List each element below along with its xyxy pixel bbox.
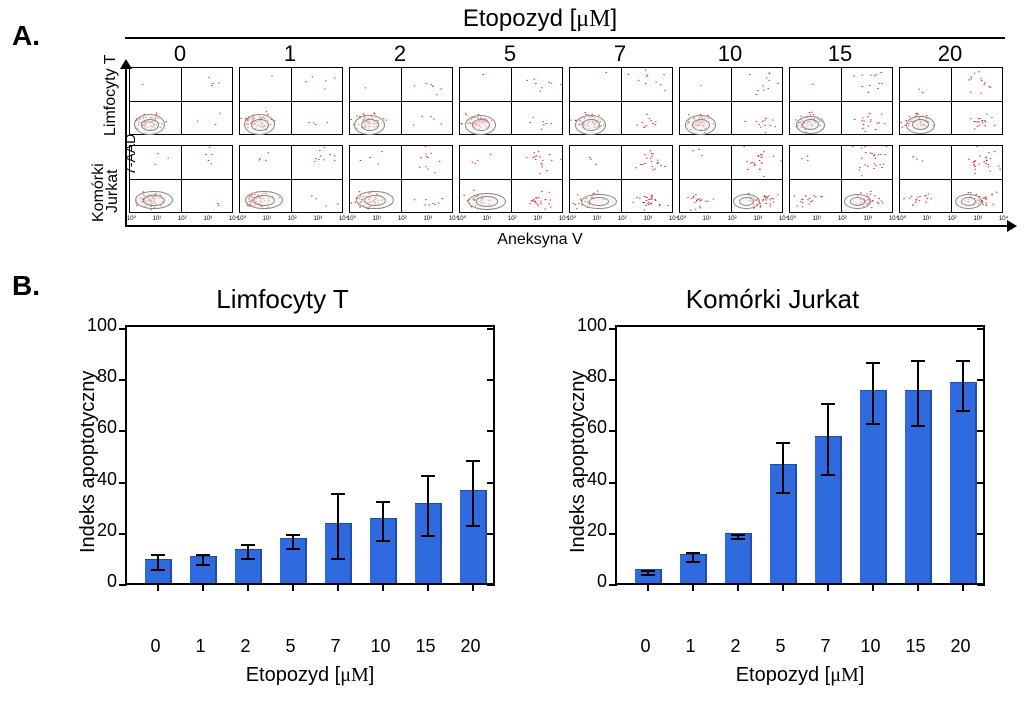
- panel-b: Limfocyty T Indeks apoptotyczny Etopozyd…: [55, 280, 1010, 710]
- y-tick-label: 80: [81, 366, 117, 387]
- y-tick-label: 80: [571, 366, 607, 387]
- x-axis-title-right: Etopozyd [μM]: [615, 664, 985, 687]
- row-label-jurkat: Jurkat: [104, 169, 122, 213]
- scatter-cell: 10⁰10¹10²10³10⁴: [239, 145, 343, 213]
- x-tick-label: 20: [946, 636, 976, 657]
- scatter-cell: [679, 67, 783, 135]
- x-tick-label: 5: [276, 636, 306, 657]
- x-tick-label: 0: [141, 636, 171, 657]
- x-tick-label: 20: [456, 636, 486, 657]
- y-tick-label: 20: [81, 520, 117, 541]
- x-tick-label: 1: [676, 636, 706, 657]
- chart-box-left: Indeks apoptotyczny Etopozyd [μM] 020406…: [125, 325, 495, 625]
- scatter-cell: 10⁰10¹10²10³10⁴: [349, 145, 453, 213]
- bar: [725, 533, 752, 583]
- col-header: 5: [455, 41, 565, 67]
- x-axis-suffix-left: ]: [369, 664, 375, 686]
- panel-a-xaxis-label: Aneksyna V: [70, 231, 1010, 249]
- x-tick-label: 2: [231, 636, 261, 657]
- panel-b-label: B.: [12, 270, 40, 302]
- plot-area-right: [615, 325, 985, 585]
- panel-a-title-prefix: Etopozyd [: [463, 5, 576, 32]
- chart-jurkat: Komórki Jurkat Indeks apoptotyczny Etopo…: [545, 280, 1000, 625]
- x-tick-label: 15: [901, 636, 931, 657]
- chart-box-right: Indeks apoptotyczny Etopozyd [μM] 020406…: [615, 325, 985, 625]
- x-axis-unit-right: μM: [830, 664, 859, 686]
- panel-a-title-unit: μM: [576, 6, 610, 32]
- scatter-cell: 10⁰10¹10²10³10⁴: [129, 145, 233, 213]
- y-tick-label: 0: [571, 571, 607, 592]
- x-tick-label: 5: [766, 636, 796, 657]
- panel-a-title-suffix: ]: [610, 5, 617, 32]
- scatter-cell: 10⁰10¹10²10³10⁴: [789, 145, 893, 213]
- y-tick-label: 20: [571, 520, 607, 541]
- scatter-cell: 10⁰10¹10²10³10⁴: [569, 145, 673, 213]
- y-tick-label: 60: [571, 417, 607, 438]
- x-axis-unit-left: μM: [340, 664, 369, 686]
- panel-a-label: A.: [12, 20, 40, 52]
- x-tick-label: 0: [631, 636, 661, 657]
- x-tick-label: 15: [411, 636, 441, 657]
- col-header: 0: [125, 41, 235, 67]
- chart-title-right: Komórki Jurkat: [545, 284, 1000, 315]
- row-label-limfocyty: Limfocyty T: [102, 55, 120, 137]
- figure-root: A. Etopozyd [μM] 01257101520 Limfocyty T…: [0, 0, 1024, 717]
- scatter-cell: [569, 67, 673, 135]
- scatter-cell: [239, 67, 343, 135]
- x-tick-label: 7: [811, 636, 841, 657]
- y-tick-label: 40: [81, 469, 117, 490]
- y-tick-label: 0: [81, 571, 117, 592]
- scatter-cell: 10⁰10¹10²10³10⁴: [679, 145, 783, 213]
- x-axis-title-left: Etopozyd [μM]: [125, 664, 495, 687]
- plot-area-left: [125, 325, 495, 585]
- x-axis-prefix-left: Etopozyd [: [246, 664, 341, 686]
- col-header: 20: [895, 41, 1005, 67]
- scatter-cell: 10⁰10¹10²10³10⁴: [459, 145, 563, 213]
- scatter-cell: [789, 67, 893, 135]
- x-axis-suffix-right: ]: [859, 664, 865, 686]
- scatter-cell: [459, 67, 563, 135]
- col-header: 7: [565, 41, 675, 67]
- col-header: 15: [785, 41, 895, 67]
- y-tick-label: 40: [571, 469, 607, 490]
- bar: [950, 382, 977, 583]
- scatter-grid: 10⁰10¹10²10³10⁴10⁰10¹10²10³10⁴10⁰10¹10²1…: [125, 67, 1005, 212]
- panel-a: Etopozyd [μM] 01257101520 Limfocyty T Ko…: [70, 5, 1010, 230]
- x-tick-label: 10: [856, 636, 886, 657]
- scatter-cell: 10⁰10¹10²10³10⁴: [899, 145, 1003, 213]
- chart-title-left: Limfocyty T: [55, 284, 510, 315]
- panel-a-axis-x: [125, 225, 1009, 227]
- y-tick-label: 100: [571, 315, 607, 336]
- x-tick-label: 7: [321, 636, 351, 657]
- scatter-cell: [129, 67, 233, 135]
- panel-a-title: Etopozyd [μM]: [70, 5, 1010, 33]
- col-header-rule: [125, 37, 1005, 39]
- col-headers: 01257101520: [125, 41, 1005, 65]
- x-tick-label: 2: [721, 636, 751, 657]
- x-tick-label: 1: [186, 636, 216, 657]
- scatter-cell: [899, 67, 1003, 135]
- col-header: 10: [675, 41, 785, 67]
- col-header: 2: [345, 41, 455, 67]
- x-tick-label: 10: [366, 636, 396, 657]
- col-header: 1: [235, 41, 345, 67]
- y-tick-label: 100: [81, 315, 117, 336]
- scatter-cell: [349, 67, 453, 135]
- chart-limfocyty: Limfocyty T Indeks apoptotyczny Etopozyd…: [55, 280, 510, 625]
- x-axis-prefix-right: Etopozyd [: [736, 664, 831, 686]
- y-tick-label: 60: [81, 417, 117, 438]
